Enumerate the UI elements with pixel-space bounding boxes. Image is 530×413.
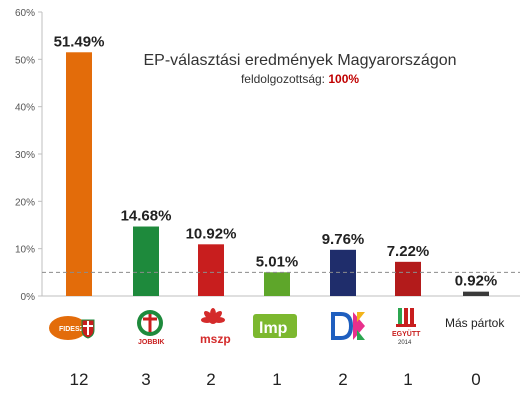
bar-value-label: 10.92% xyxy=(186,225,237,242)
bar xyxy=(133,226,159,296)
bar-value-label: 9.76% xyxy=(322,231,365,248)
seat-count: 2 xyxy=(338,370,348,389)
seat-count: 1 xyxy=(403,370,413,389)
bar xyxy=(330,249,356,296)
subtitle-label: feldolgozottság: xyxy=(240,72,325,86)
dk-logo xyxy=(331,312,365,340)
bar-value-label: 7.22% xyxy=(387,243,430,260)
bar xyxy=(264,272,290,296)
fidesz-logo: FIDESZ xyxy=(49,316,95,340)
other-parties-label: Más pártok xyxy=(445,316,505,330)
svg-text:FIDESZ: FIDESZ xyxy=(59,326,85,333)
y-tick-label: 30% xyxy=(15,150,35,161)
seat-count: 12 xyxy=(69,370,89,389)
bar-value-label: 0.92% xyxy=(455,273,498,290)
bar xyxy=(395,261,421,296)
svg-text:mszp: mszp xyxy=(200,332,231,346)
jobbik-logo: JOBBIK xyxy=(137,310,164,346)
svg-text:JOBBIK: JOBBIK xyxy=(138,339,164,346)
y-tick-label: 10% xyxy=(15,245,35,256)
bar xyxy=(463,291,489,296)
bar-value-label: 14.68% xyxy=(121,208,172,225)
chart-title: EP-választási eredmények Magyarországon xyxy=(143,52,457,69)
subtitle-value: 100% xyxy=(328,72,360,86)
bar-value-label: 51.49% xyxy=(54,33,105,50)
bar xyxy=(66,52,92,296)
y-tick-label: 60% xyxy=(15,8,35,19)
bar xyxy=(198,244,224,296)
bar-value-label: 5.01% xyxy=(256,253,299,270)
chart-title-block: EP-választási eredmények Magyarországon … xyxy=(130,52,470,86)
lmp-logo: lmp xyxy=(253,314,297,338)
seat-count: 1 xyxy=(272,370,282,389)
y-tick-label: 0% xyxy=(21,292,36,303)
egyutt-name: EGYÜTT xyxy=(392,329,421,338)
mszp-logo: mszp xyxy=(200,308,231,346)
y-tick-label: 50% xyxy=(15,55,35,66)
seat-count: 2 xyxy=(206,370,216,389)
y-tick-label: 20% xyxy=(15,197,35,208)
y-tick-label: 40% xyxy=(15,103,35,114)
seat-count: 0 xyxy=(471,370,481,389)
egyutt-logo: EGYÜTT 2014 xyxy=(392,308,421,346)
svg-text:lmp: lmp xyxy=(259,320,288,337)
egyutt-year: 2014 xyxy=(398,340,412,346)
chart-subtitle: feldolgozottság: 100% xyxy=(130,72,470,86)
seat-count: 3 xyxy=(141,370,151,389)
